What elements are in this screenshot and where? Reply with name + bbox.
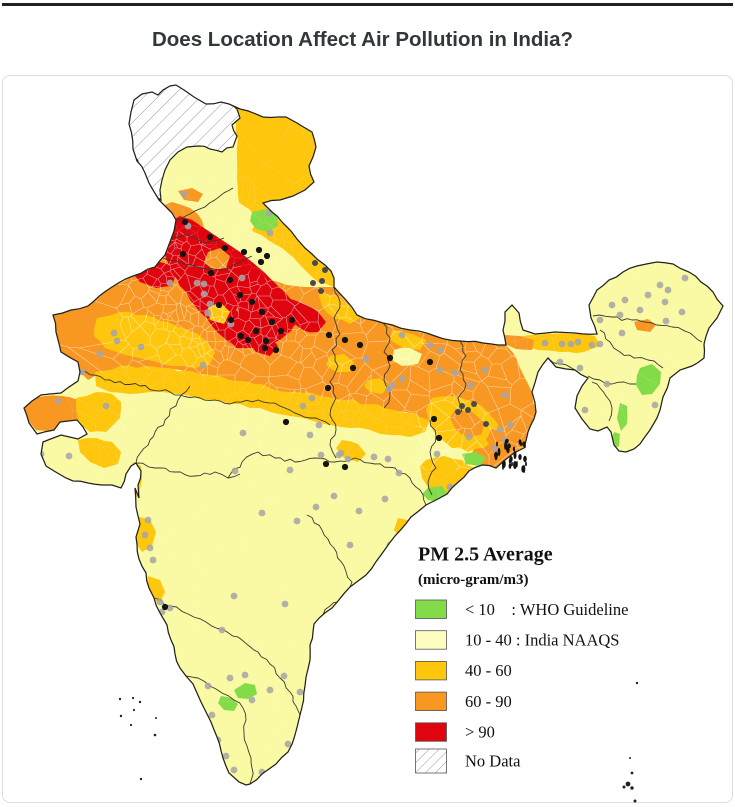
svg-text:(micro-gram/m3): (micro-gram/m3) <box>418 572 529 588</box>
svg-text:No Data: No Data <box>465 752 521 771</box>
svg-text:< 10 : WHO Guideline: < 10 : WHO Guideline <box>465 600 628 619</box>
svg-text:> 90: > 90 <box>465 723 495 742</box>
svg-text:40 - 60: 40 - 60 <box>465 661 512 680</box>
svg-text:10 - 40 : India NAAQS: 10 - 40 : India NAAQS <box>465 630 619 649</box>
svg-text:60 - 90: 60 - 90 <box>465 692 512 711</box>
svg-text:PM 2.5 Average: PM 2.5 Average <box>418 544 553 566</box>
